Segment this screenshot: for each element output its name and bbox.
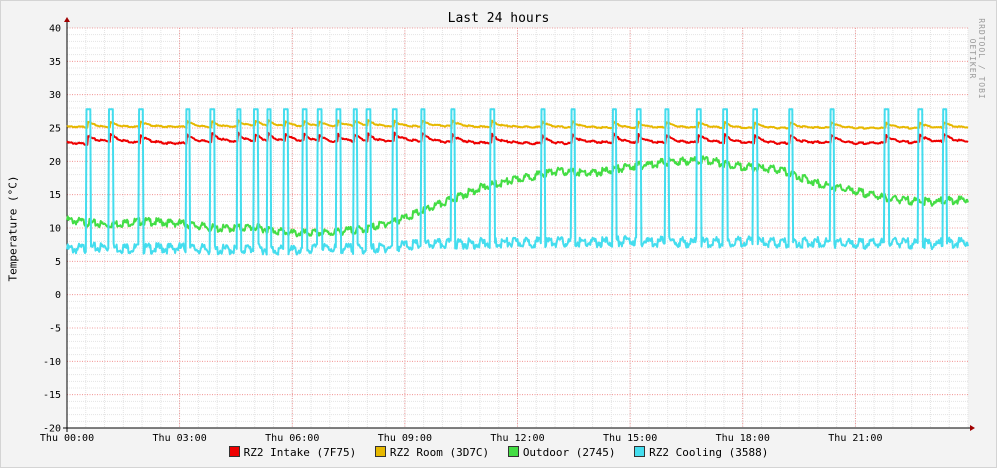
axes: [63, 17, 975, 432]
x-tick-label: Thu 09:00: [378, 433, 432, 444]
x-axis-arrow: [970, 425, 975, 431]
legend-swatch-room: [374, 446, 386, 457]
grid: [66, 27, 969, 429]
y-tick-label: 25: [49, 124, 61, 135]
y-tick-label: 35: [49, 57, 61, 68]
y-tick-label: 30: [49, 90, 61, 101]
y-axis-arrow: [64, 17, 70, 22]
y-tick-label: 40: [49, 24, 61, 35]
legend: RZ2 Intake (7F75) RZ2 Room (3D7C) Outdoo…: [0, 446, 997, 459]
x-tick-label: Thu 00:00: [40, 433, 94, 444]
y-tick-label: 10: [49, 224, 61, 235]
rrdtool-watermark: RRDTOOL / TOBI OETIKER: [968, 18, 986, 100]
legend-swatch-cooling: [634, 446, 646, 457]
y-tick-label: -15: [43, 390, 61, 401]
y-axis-label: Temperature (°C): [6, 175, 20, 282]
y-tick-label: -20: [43, 424, 61, 435]
x-tick-label: Thu 03:00: [153, 433, 207, 444]
legend-item-outdoor: Outdoor (2745): [507, 446, 616, 459]
legend-item-room: RZ2 Room (3D7C): [374, 446, 489, 459]
y-tick-label: 20: [49, 157, 61, 168]
legend-item-cooling: RZ2 Cooling (3588): [634, 446, 768, 459]
y-tick-label: -10: [43, 357, 61, 368]
x-tick-label: Thu 21:00: [828, 433, 882, 444]
legend-item-intake: RZ2 Intake (7F75): [228, 446, 356, 459]
y-tick-label: -5: [49, 324, 61, 335]
x-tick-label: Thu 12:00: [490, 433, 544, 444]
legend-swatch-intake: [228, 446, 240, 457]
x-tick-label: Thu 15:00: [603, 433, 657, 444]
y-tick-label: 15: [49, 190, 61, 201]
legend-swatch-outdoor: [507, 446, 519, 457]
x-tick-label: Thu 06:00: [265, 433, 319, 444]
chart-title: Last 24 hours: [447, 11, 550, 26]
y-tick-label: 5: [55, 257, 61, 268]
series-line-room: [66, 119, 969, 130]
series-lines: [66, 108, 969, 256]
y-tick-label: 0: [55, 290, 61, 301]
series-line-intake: [66, 131, 969, 146]
series-line-outdoor: [66, 155, 969, 238]
x-tick-label: Thu 18:00: [716, 433, 770, 444]
series-line-cooling: [66, 108, 969, 256]
